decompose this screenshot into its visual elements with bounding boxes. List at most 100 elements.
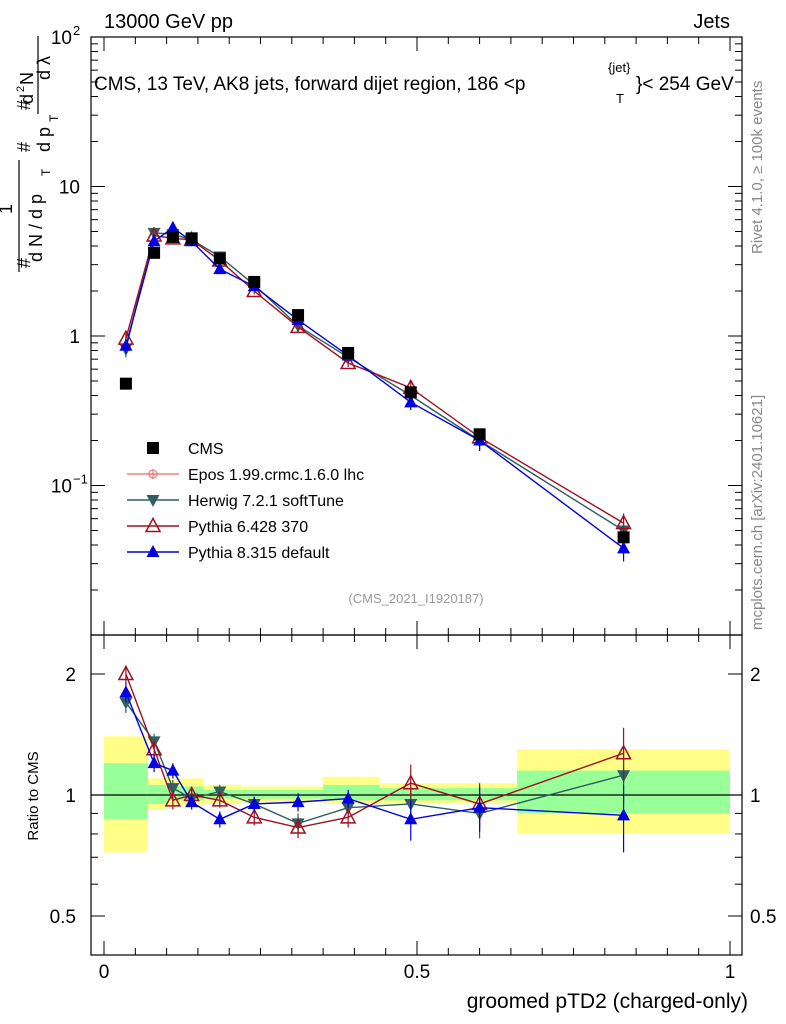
side-rivet-label: Rivet 4.1.0, ≥ 100k events (749, 81, 766, 254)
ratio-y-tick-label: 0.5 (50, 907, 76, 928)
svg-text:N: N (17, 72, 37, 85)
legend-label-herwig: Herwig 7.2.1 softTune (188, 493, 344, 510)
ratio-uncertainty-bands (104, 736, 730, 853)
main-point-cms (248, 275, 261, 288)
ratio-point-py8 (147, 756, 161, 769)
ratio-point-py8 (166, 763, 180, 776)
ratio-band-inner (323, 784, 380, 801)
ratio-point-py8 (473, 800, 487, 813)
main-y-tick-label: 1 (69, 327, 80, 348)
ratio-series (117, 664, 632, 853)
plot-title-tail: }< 254 GeV (636, 74, 734, 95)
side-mcplots-label: mcplots.cern.ch [arXiv:2401.10621] (749, 395, 766, 630)
legend-label-epos: Epos 1.99.crmc.1.6.0 lhc (188, 467, 364, 484)
svg-text:d: d (17, 94, 37, 104)
svg-text:#: # (14, 100, 34, 110)
ratio-point-py6 (245, 808, 263, 824)
main-point-cms (404, 386, 417, 399)
svg-text:10: 10 (51, 477, 72, 498)
ratio-point-py8 (213, 812, 227, 825)
main-point-cms (473, 428, 486, 441)
ratio-y-tick-label-right: 1 (750, 786, 761, 807)
main-point-py8 (147, 234, 161, 247)
ratio-point-py6 (339, 808, 357, 824)
svg-text:1: 1 (0, 204, 16, 214)
ratio-point-py8 (247, 796, 261, 809)
main-series-cms (119, 230, 630, 544)
ratio-point-py6 (211, 791, 229, 807)
main-point-cms (617, 531, 630, 544)
ratio-band-inner (147, 784, 167, 804)
svg-text:−1: −1 (73, 472, 88, 487)
main-point-cms (292, 309, 305, 322)
main-point-py8 (617, 541, 631, 554)
svg-text:d λ: d λ (34, 56, 54, 80)
header-process: Jets (693, 11, 730, 33)
svg-text:10: 10 (59, 178, 80, 199)
ratio-point-py8 (404, 812, 418, 825)
ratio-y-axis-title: Ratio to CMS (25, 751, 42, 840)
main-series-py8 (119, 220, 631, 562)
ratio-y-tick-label-right: 2 (750, 665, 761, 686)
x-tick-label: 1 (725, 962, 736, 983)
ratio-tick-labels: 2 2 1 1 0.5 0.5 0 0.5 1 (50, 665, 777, 983)
svg-text:d N / d p: d N / d p (26, 194, 46, 262)
main-point-py8 (166, 220, 180, 233)
svg-text:#: # (14, 142, 34, 152)
ratio-point-py8 (617, 808, 631, 821)
ratio-y-tick-label-right: 0.5 (750, 907, 776, 928)
main-point-py8 (404, 395, 418, 408)
header-energy: 13000 GeV pp (104, 11, 233, 33)
plot-title-sup: {jet} (608, 60, 631, 75)
main-point-py8 (213, 262, 227, 275)
legend-marker-epos (148, 469, 158, 479)
main-point-py6 (339, 353, 357, 370)
svg-text:10: 10 (51, 28, 72, 49)
main-y-ticks (91, 36, 742, 591)
main-line-herwig (125, 232, 624, 532)
svg-text:T: T (39, 168, 53, 176)
ratio-point-py6 (164, 791, 182, 807)
legend-label-py8: Pythia 8.315 default (188, 545, 330, 562)
svg-text:2: 2 (73, 23, 80, 38)
ratio-series-py8 (119, 682, 631, 853)
main-series (117, 220, 632, 562)
legend-item-cms: CMS (147, 441, 224, 458)
ratio-point-py6 (117, 664, 135, 681)
x-tick-label: 0 (99, 962, 110, 983)
ratio-point-py8 (291, 795, 305, 808)
ratio-y-tick-label: 1 (65, 786, 76, 807)
ratio-point-py8 (119, 685, 133, 698)
svg-text:#: # (14, 258, 34, 268)
main-point-cms (119, 377, 132, 390)
legend-marker-cms (147, 442, 159, 454)
plot-title-sub: T (616, 91, 624, 106)
legend-item-herwig: Herwig 7.2.1 softTune (127, 493, 344, 510)
main-y-tick-label: 10 −1 (51, 472, 88, 498)
main-y-tick-label: 10 (59, 178, 80, 199)
main-point-py6 (289, 317, 307, 334)
plot-title: CMS, 13 TeV, AK8 jets, forward dijet reg… (94, 60, 734, 106)
ratio-point-py6 (402, 774, 419, 790)
ratio-y-tick-label: 2 (65, 665, 76, 686)
ratio-point-herwig (166, 783, 180, 796)
svg-text:d p: d p (34, 127, 54, 152)
legend-marker-py6 (144, 516, 162, 533)
ratio-point-py6 (615, 744, 632, 760)
main-point-cms (148, 246, 161, 259)
legend-item-py6: Pythia 6.428 370 (127, 516, 308, 536)
legend-marker-py8 (146, 545, 160, 557)
main-y-tick-label: 10 2 (51, 23, 80, 49)
legend-item-epos: Epos 1.99.crmc.1.6.0 lhc (127, 467, 364, 484)
ratio-band-inner (104, 763, 148, 820)
main-point-cms (166, 230, 179, 243)
ratio-point-py8 (341, 791, 355, 804)
legend-label-cms: CMS (188, 441, 224, 458)
x-axis-title: groomed pTD2 (charged-only) (467, 990, 748, 1013)
main-y-axis-title: # 1 d N / d p T # d p T # d 2 N d λ (0, 36, 61, 272)
svg-text:1: 1 (69, 327, 80, 348)
ratio-ticks (91, 37, 742, 955)
ratio-point-py8 (185, 795, 199, 808)
